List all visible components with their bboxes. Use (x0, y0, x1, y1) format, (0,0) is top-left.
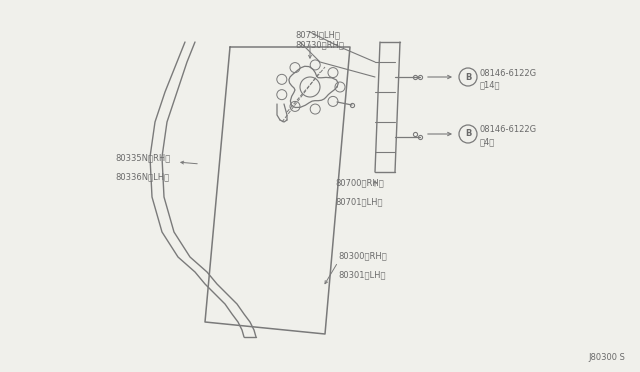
Text: （14）: （14） (480, 80, 500, 90)
Text: 08146-6122G: 08146-6122G (480, 125, 537, 135)
Text: 80730〈RH〉: 80730〈RH〉 (295, 40, 344, 49)
Text: 80701〈LH〉: 80701〈LH〉 (335, 197, 383, 206)
Text: 80700〈RH〉: 80700〈RH〉 (335, 178, 384, 187)
Text: 8073I〈LH〉: 8073I〈LH〉 (295, 30, 340, 39)
Text: （4）: （4） (480, 138, 495, 147)
Text: 80335N〈RH〉: 80335N〈RH〉 (115, 153, 170, 162)
Text: 80301〈LH〉: 80301〈LH〉 (338, 270, 385, 279)
Text: J80300 S: J80300 S (588, 353, 625, 362)
Text: B: B (465, 129, 471, 138)
Text: 08146-6122G: 08146-6122G (480, 68, 537, 77)
Text: 80300〈RH〉: 80300〈RH〉 (338, 251, 387, 260)
Text: B: B (465, 73, 471, 81)
Text: 80336N〈LH〉: 80336N〈LH〉 (115, 172, 169, 181)
